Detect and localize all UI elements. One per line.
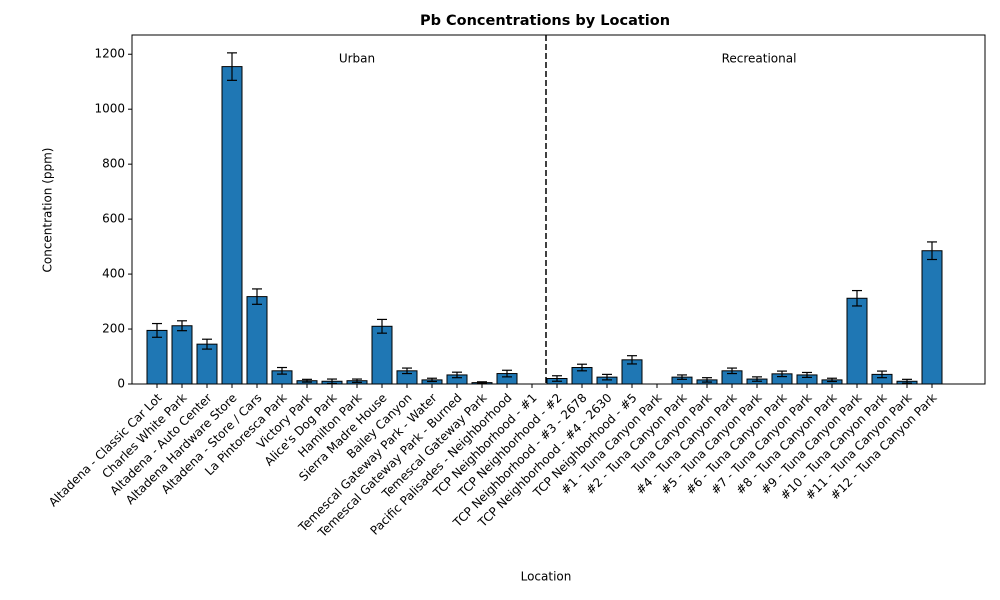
bar — [246, 296, 268, 385]
bar — [846, 297, 868, 385]
annotation: Recreational — [722, 52, 797, 66]
bar — [921, 250, 943, 385]
chart-title: Pb Concentrations by Location — [420, 13, 670, 29]
annotation: Urban — [339, 52, 375, 66]
bar — [371, 325, 393, 385]
y-tick-label: 1000 — [94, 102, 125, 116]
y-axis-label: Concentration (ppm) — [41, 148, 55, 273]
y-tick-label: 800 — [102, 157, 125, 171]
bar — [146, 329, 168, 385]
bar — [171, 325, 193, 385]
x-axis-label: Location — [521, 570, 572, 584]
bar — [196, 343, 218, 385]
bar — [221, 66, 243, 385]
y-tick-label: 600 — [102, 212, 125, 226]
x-tick-label: Altadena - Auto Center — [107, 391, 214, 498]
plot-frame — [131, 34, 986, 385]
y-tick-label: 0 — [117, 377, 125, 391]
y-tick-label: 400 — [102, 267, 125, 281]
y-tick-label: 200 — [102, 322, 125, 336]
y-tick-label: 1200 — [94, 47, 125, 61]
